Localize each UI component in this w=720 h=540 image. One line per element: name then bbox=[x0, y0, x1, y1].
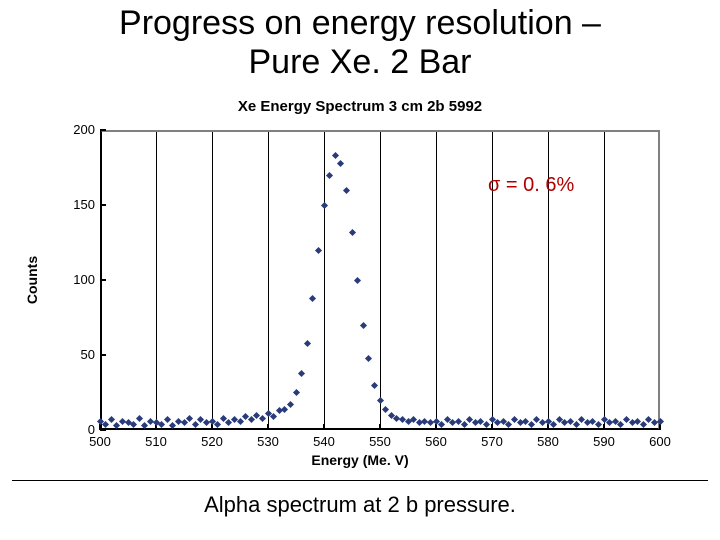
vgrid-line bbox=[324, 132, 325, 428]
divider bbox=[12, 480, 708, 481]
x-tick bbox=[323, 424, 325, 430]
sigma-annotation: σ = 0. 6% bbox=[488, 174, 574, 197]
x-tick bbox=[603, 424, 605, 430]
x-tick bbox=[379, 424, 381, 430]
x-tick-label: 590 bbox=[584, 434, 624, 449]
x-tick-label: 550 bbox=[360, 434, 400, 449]
vgrid-line bbox=[436, 132, 437, 428]
x-tick bbox=[491, 424, 493, 430]
x-axis-label: Energy (Me. V) bbox=[0, 452, 720, 468]
vgrid-line bbox=[604, 132, 605, 428]
title-line-1: Progress on energy resolution – bbox=[119, 4, 601, 42]
vgrid-line bbox=[156, 132, 157, 428]
x-tick-label: 520 bbox=[192, 434, 232, 449]
x-tick-label: 560 bbox=[416, 434, 456, 449]
vgrid-line bbox=[380, 132, 381, 428]
x-tick-label: 540 bbox=[304, 434, 344, 449]
vgrid-line bbox=[212, 132, 213, 428]
caption: Alpha spectrum at 2 b pressure. bbox=[0, 492, 720, 518]
y-tick-label: 50 bbox=[55, 347, 95, 362]
page-title: Progress on energy resolution – Pure Xe.… bbox=[0, 4, 720, 82]
chart-title: Xe Energy Spectrum 3 cm 2b 5992 bbox=[0, 98, 720, 115]
x-tick bbox=[267, 424, 269, 430]
x-tick-label: 580 bbox=[528, 434, 568, 449]
y-axis-label: Counts bbox=[24, 256, 40, 304]
y-tick bbox=[100, 204, 106, 206]
vgrid-line bbox=[268, 132, 269, 428]
x-tick-label: 600 bbox=[640, 434, 680, 449]
title-line-2: Pure Xe. 2 Bar bbox=[248, 43, 471, 81]
x-tick-label: 570 bbox=[472, 434, 512, 449]
y-tick bbox=[100, 354, 106, 356]
x-tick-label: 530 bbox=[248, 434, 288, 449]
y-tick-label: 200 bbox=[55, 122, 95, 137]
y-tick bbox=[100, 279, 106, 281]
y-tick-label: 100 bbox=[55, 272, 95, 287]
y-tick bbox=[100, 429, 106, 431]
y-tick-label: 150 bbox=[55, 197, 95, 212]
y-tick bbox=[100, 129, 106, 131]
slide-root: Progress on energy resolution – Pure Xe.… bbox=[0, 0, 720, 540]
y-tick-label: 0 bbox=[55, 422, 95, 437]
x-tick-label: 510 bbox=[136, 434, 176, 449]
